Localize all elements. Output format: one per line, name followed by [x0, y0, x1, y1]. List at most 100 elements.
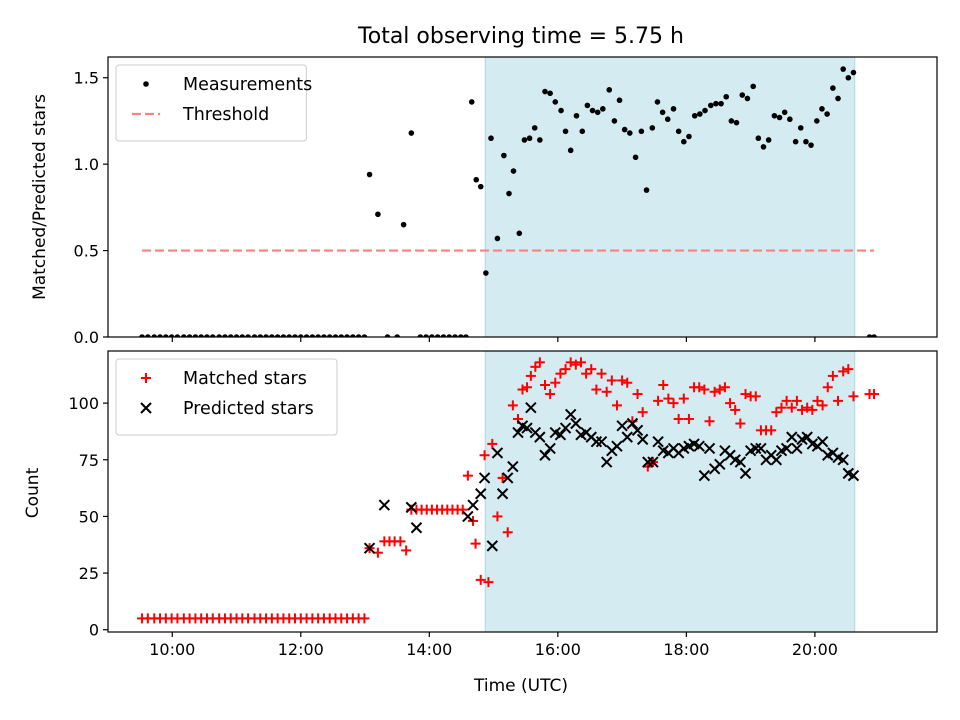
measurements-point [239, 334, 246, 337]
measurements-point [257, 334, 264, 337]
measurements-point [686, 133, 692, 140]
matched-stars-point [492, 511, 503, 522]
measurements-point [547, 90, 553, 97]
y-axis-label-top: Matched/Predicted stars [30, 94, 50, 300]
matched-stars-point [525, 370, 536, 381]
predicted-stars-point [755, 442, 767, 455]
predicted-stars-point [486, 540, 499, 552]
measurements-point [321, 334, 327, 337]
matched-stars-point [812, 395, 823, 406]
y-tick-label: 1.0 [74, 155, 99, 174]
predicted-stars-point [534, 431, 546, 443]
measurements-point [600, 106, 606, 112]
predicted-stars-point [478, 472, 491, 484]
chart-title: Total observing time = 5.75 h [357, 24, 684, 49]
predicted-stars-point [739, 467, 752, 480]
measurements-point [850, 69, 857, 76]
matched-stars-point [462, 470, 473, 481]
measurements-point [744, 95, 751, 102]
measurements-point [567, 147, 574, 154]
measurements-point [830, 85, 836, 91]
matched-stars-point [359, 613, 370, 624]
measurements-point [501, 152, 507, 159]
measurements-point [750, 83, 757, 90]
predicted-stars-point [621, 431, 633, 443]
measurements-point [526, 135, 533, 142]
matched-stars-point [545, 389, 556, 400]
predicted-stars-point [502, 472, 514, 484]
axes-frame [107, 350, 938, 633]
predicted-stars-point [611, 440, 623, 452]
measurements-point [638, 128, 645, 135]
measurements-point [739, 92, 746, 98]
measurements-point [168, 334, 175, 337]
measurements-point [344, 334, 350, 337]
measurements-point [675, 128, 682, 135]
measurements-point [781, 109, 788, 116]
measurements-point [245, 334, 251, 337]
predicted-stars-point [703, 442, 716, 455]
matched-stars-point [673, 413, 684, 424]
measurements-point [186, 334, 193, 337]
measurements-point [871, 334, 877, 337]
measurements-point [251, 334, 258, 337]
measurements-point [145, 334, 151, 337]
predicted-stars-point [521, 422, 533, 434]
predicted-stars-point [544, 442, 556, 455]
matched-stars-point [869, 389, 880, 400]
measurements-point [755, 135, 762, 142]
measurements-point [866, 334, 873, 337]
predicted-stars-point [512, 426, 524, 439]
measurements-point [198, 334, 204, 337]
matched-stars-point [591, 384, 602, 395]
measurements-point [562, 128, 569, 135]
predicted-stars-point [496, 488, 509, 500]
predicted-stars-point [626, 417, 639, 430]
measurements-point [840, 66, 846, 72]
y-tick-label: 75 [79, 451, 99, 470]
measurements-point [222, 334, 228, 337]
measurements-point [606, 87, 613, 93]
matched-stars-point [750, 391, 761, 402]
measurements-point [797, 125, 804, 131]
observing-window [484, 56, 856, 338]
matched-stars-point [622, 377, 633, 388]
predicted-stars-point [616, 420, 628, 432]
measurements-point [531, 125, 538, 131]
measurements-point [227, 334, 234, 337]
matched-stars-point [719, 382, 730, 393]
count-panel: 0 25 50 75 100 10:00 12:00 14:00 16:00 18:00 20:00… [68, 350, 938, 659]
measurements-point [423, 334, 429, 337]
measurements-point [621, 126, 628, 133]
measurements-point [521, 137, 528, 143]
predicted-stars-point [714, 458, 726, 471]
measurements-point [315, 334, 321, 337]
measurements-point [269, 334, 275, 337]
measurements-point [400, 221, 407, 228]
matched-stars-point [786, 402, 797, 413]
predicted-stars-point [816, 435, 829, 448]
matched-stars-point [807, 404, 818, 415]
legend-box [115, 358, 338, 436]
matched-stars-point [776, 402, 787, 413]
measurements-point [776, 114, 783, 121]
matched-stars-point [822, 382, 833, 393]
matched-stars-point [766, 425, 777, 436]
predicted-stars-point [780, 442, 793, 455]
measurements-point [649, 125, 656, 131]
legend-swatch [141, 373, 151, 383]
predicted-stars-point [539, 449, 551, 461]
matched-stars-point [457, 504, 468, 515]
matched-stars-point [797, 404, 808, 415]
measurements-point [760, 144, 767, 150]
predicted-stars-point [525, 401, 537, 414]
measurements-point [516, 230, 523, 237]
legend-swatch [140, 402, 152, 414]
measurements-point [209, 334, 216, 337]
measurements-point [697, 111, 703, 117]
measurements-point [594, 109, 601, 116]
predicted-stars-point [507, 460, 519, 473]
measurements-point [483, 270, 489, 276]
matched-stars-point [663, 393, 674, 404]
